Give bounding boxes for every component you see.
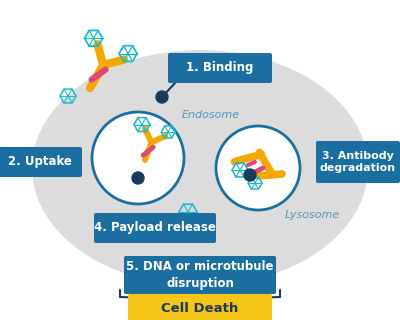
Text: 4. Payload release: 4. Payload release [94,221,216,235]
FancyBboxPatch shape [168,53,272,83]
Text: Endosome: Endosome [182,110,240,120]
FancyBboxPatch shape [94,213,216,243]
Ellipse shape [32,50,368,286]
Text: 5. DNA or microtubule
disruption: 5. DNA or microtubule disruption [126,260,274,290]
FancyBboxPatch shape [128,294,272,320]
Text: Cell Death: Cell Death [161,301,239,315]
Circle shape [216,126,300,210]
Text: 2. Uptake: 2. Uptake [8,156,72,169]
Circle shape [132,172,144,184]
Text: Lysosome: Lysosome [285,210,340,220]
FancyBboxPatch shape [124,256,276,294]
Circle shape [92,112,184,204]
Circle shape [156,91,168,103]
FancyBboxPatch shape [316,141,400,183]
Text: 1. Binding: 1. Binding [186,61,254,75]
Text: 3. Antibody
degradation: 3. Antibody degradation [320,151,396,173]
FancyBboxPatch shape [0,147,82,177]
Circle shape [244,169,256,181]
